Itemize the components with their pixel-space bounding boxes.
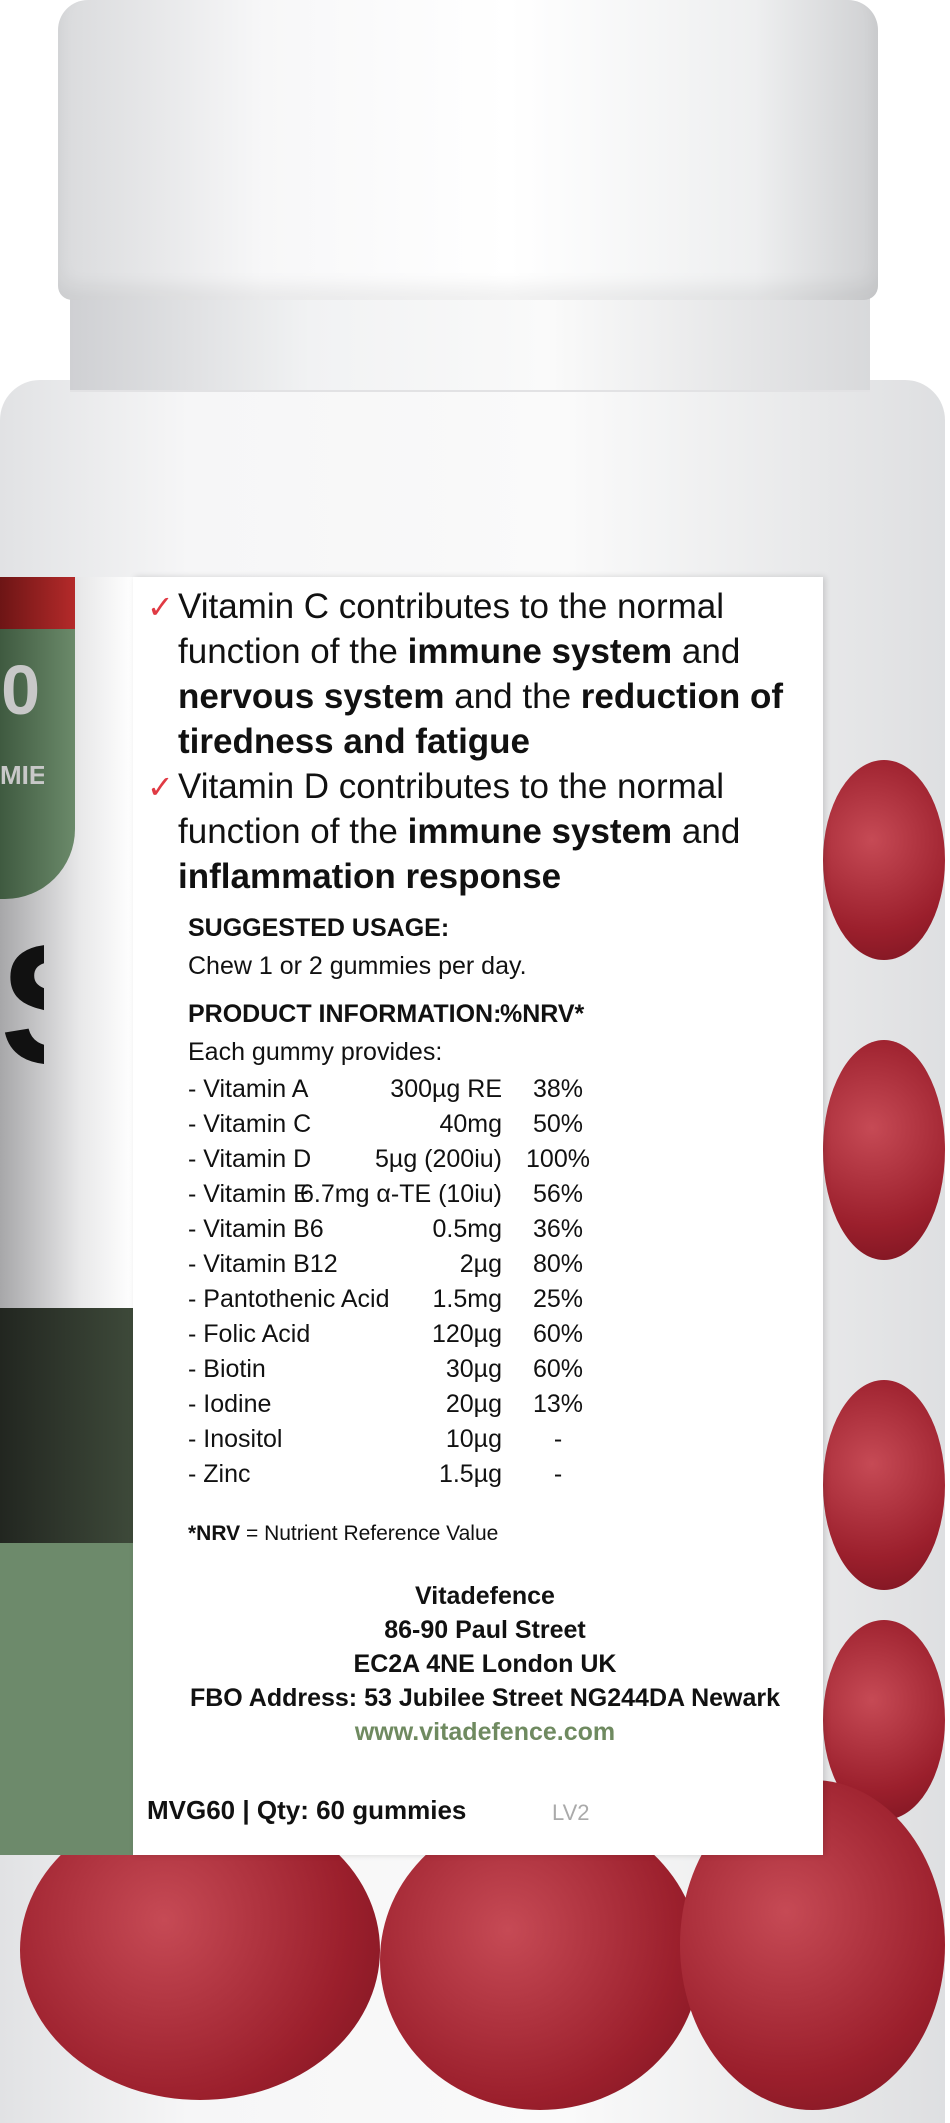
nutrient-amount: 1.5µg — [438, 1460, 502, 1488]
address-city: EC2A 4NE London UK — [353, 1650, 617, 1678]
front-label-red-bar — [0, 577, 75, 629]
nutrient-amount: 30µg — [445, 1355, 502, 1383]
nutrient-nrv: 60% — [532, 1355, 584, 1383]
nutrient-amount: 20µg — [445, 1390, 502, 1418]
nutrient-amount: 1.5mg — [432, 1285, 502, 1313]
claim-bold: reduction of tiredness and fatigue — [178, 677, 783, 761]
claim-bold: nervous system — [178, 677, 445, 716]
nutrient-amount: 5µg (200iu) — [375, 1145, 502, 1173]
footnote-text: = Nutrient Reference Value — [240, 1522, 499, 1545]
company-name: Vitadefence — [415, 1582, 555, 1610]
label-version: LV2 — [552, 1800, 590, 1825]
nutrient-amount: 300µg RE — [390, 1075, 502, 1103]
claim-text: Vitamin C contributes to the normal func… — [178, 587, 725, 671]
nutrient-name: - Pantothenic Acid — [188, 1285, 390, 1313]
nutrient-nrv: 36% — [532, 1215, 584, 1243]
nutrient-row: - Vitamin E 6.7mg α-TE (10iu) 56% — [188, 1180, 598, 1215]
nutrient-name: - Inositol — [188, 1425, 283, 1453]
checkmark-icon: ✓ — [147, 589, 174, 625]
nutrient-amount: 2µg — [459, 1250, 502, 1278]
claim-text: and the — [444, 677, 581, 716]
nutrient-nrv: 25% — [532, 1285, 584, 1313]
gummy — [823, 1380, 945, 1590]
badge-number: 0 — [1, 651, 40, 729]
front-label-dark-block — [0, 1308, 135, 1543]
nutrient-row: - Vitamin A 300µg RE 38% — [188, 1075, 598, 1110]
footnote-key: *NRV — [188, 1522, 241, 1545]
nutrient-nrv: 56% — [532, 1180, 584, 1208]
gummy — [380, 1810, 700, 2110]
claim-bold: immune system — [407, 632, 673, 671]
nutrient-name: - Vitamin B12 — [188, 1250, 338, 1278]
back-label — [133, 577, 823, 1855]
nutrient-row: - Iodine 20µg 13% — [188, 1390, 598, 1425]
nutrient-nrv: 38% — [532, 1075, 584, 1103]
nutrient-row: - Vitamin D 5µg (200iu) 100% — [188, 1145, 598, 1180]
claim-vitamin-d: Vitamin D contributes to the normal func… — [178, 764, 818, 899]
nutrient-row: - Folic Acid 120µg 60% — [188, 1320, 598, 1355]
address-street: 86-90 Paul Street — [384, 1616, 586, 1644]
nutrient-name: - Vitamin B6 — [188, 1215, 324, 1243]
nutrient-row: - Zinc 1.5µg - — [188, 1460, 598, 1495]
fbo-address: FBO Address: 53 Jubilee Street NG244DA N… — [189, 1684, 781, 1712]
claim-vitamin-c: Vitamin C contributes to the normal func… — [178, 584, 818, 764]
nutrient-amount: 40mg — [439, 1110, 502, 1138]
bottle-neck — [70, 290, 870, 392]
website-link[interactable]: www.vitadefence.com — [354, 1718, 616, 1746]
nrv-footnote: *NRV = Nutrient Reference Value — [188, 1522, 498, 1546]
nutrient-nrv: 80% — [532, 1250, 584, 1278]
nutrient-nrv: - — [553, 1460, 563, 1488]
nutrient-row: - Biotin 30µg 60% — [188, 1355, 598, 1390]
nutrient-name: - Vitamin A — [188, 1075, 309, 1103]
claim-bold: inflammation response — [178, 857, 562, 896]
nutrient-row: - Vitamin C 40mg 50% — [188, 1110, 598, 1145]
product-info-heading: PRODUCT INFORMATION: — [188, 1000, 502, 1028]
gummy — [823, 1040, 945, 1260]
nutrient-name: - Iodine — [188, 1390, 272, 1418]
nutrient-nrv: 60% — [532, 1320, 584, 1348]
nutrient-name: - Zinc — [188, 1460, 251, 1488]
nutrient-nrv: 100% — [526, 1145, 590, 1173]
nutrient-nrv: 13% — [532, 1390, 584, 1418]
front-label-green-block — [0, 1543, 135, 1855]
usage-text: Chew 1 or 2 gummies per day. — [188, 952, 527, 980]
badge-text: MIES — [0, 760, 44, 790]
nrv-heading: %NRV* — [500, 1000, 585, 1028]
gummy — [823, 760, 945, 960]
nutrient-name: - Vitamin E — [188, 1180, 310, 1208]
nutrient-name: - Biotin — [188, 1355, 266, 1383]
product-info-intro: Each gummy provides: — [188, 1038, 443, 1066]
nutrient-row: - Vitamin B6 0.5mg 36% — [188, 1215, 598, 1250]
claim-text: and — [672, 812, 741, 851]
checkmark-icon: ✓ — [147, 769, 174, 805]
nutrient-name: - Folic Acid — [188, 1320, 311, 1348]
claim-text: Vitamin D contributes to the normal func… — [178, 767, 725, 851]
nutrient-name: - Vitamin C — [188, 1110, 312, 1138]
nutrient-amount: 120µg — [431, 1320, 502, 1348]
count-badge — [0, 629, 75, 899]
nutrient-row: - Vitamin B12 2µg 80% — [188, 1250, 598, 1285]
nutrient-nrv: 50% — [532, 1110, 584, 1138]
nutrient-amount: 0.5mg — [432, 1215, 502, 1243]
nutrient-row: - Inositol 10µg - — [188, 1425, 598, 1460]
nutrient-amount: 6.7mg α-TE (10iu) — [299, 1180, 502, 1208]
product-title-fragment: S — [0, 920, 44, 1090]
claim-text: and — [672, 632, 741, 671]
nutrient-amount: 10µg — [445, 1425, 502, 1453]
nutrient-name: - Vitamin D — [188, 1145, 312, 1173]
bottle-cap — [58, 0, 878, 300]
usage-heading: SUGGESTED USAGE: — [188, 914, 450, 942]
nutrient-nrv: - — [553, 1425, 563, 1453]
sku-quantity: MVG60 | Qty: 60 gummies — [147, 1795, 467, 1825]
nutrient-row: - Pantothenic Acid 1.5mg 25% — [188, 1285, 598, 1320]
claim-bold: immune system — [407, 812, 673, 851]
